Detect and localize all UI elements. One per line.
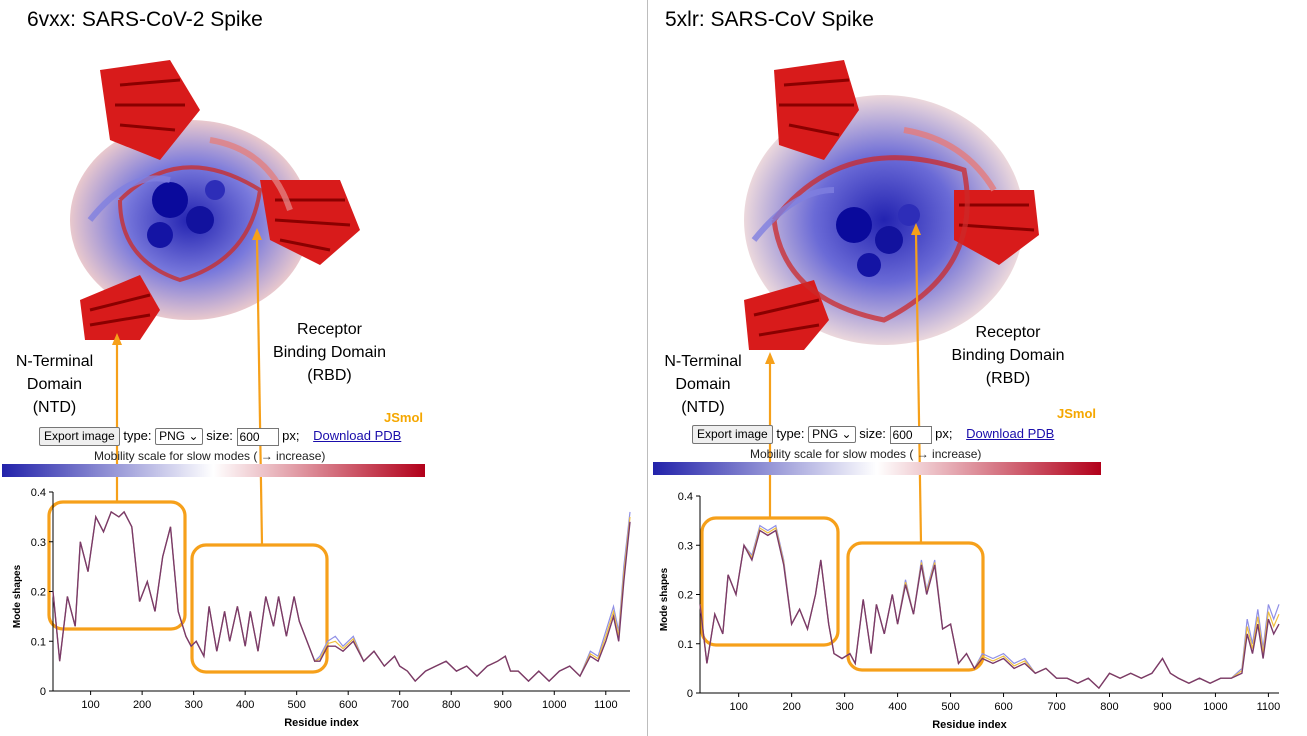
mobility-color-scale: [2, 464, 425, 477]
export-image-button[interactable]: Export image: [39, 427, 120, 447]
y-tick-label: 0.2: [31, 587, 46, 599]
type-label: type:: [123, 428, 152, 443]
mobility-scale-label: Mobility scale for slow modes ( → increa…: [94, 449, 326, 463]
y-tick-label: 0.1: [678, 639, 693, 651]
rbd-label-line: Receptor: [297, 321, 362, 338]
size-label: size:: [859, 426, 886, 441]
x-tick-label: 1000: [1203, 701, 1227, 713]
rbd-arrow: [911, 223, 923, 544]
jsmol-logo[interactable]: JSmol: [384, 410, 424, 425]
export-controls: Export image type: PNG ⌄ size: 600 px; D…: [692, 424, 1055, 445]
ntd-label: N-Terminal Domain (NTD): [649, 350, 757, 419]
y-tick-label: 0.3: [31, 537, 46, 549]
x-axis-label: Residue index: [284, 717, 359, 729]
protein-structure-image[interactable]: [734, 50, 1054, 360]
export-controls: Export image type: PNG ⌄ size: 600 px; D…: [39, 426, 402, 447]
rbd-label-line: Receptor: [975, 324, 1041, 341]
rbd-label-line: (RBD): [985, 370, 1031, 387]
download-pdb-link[interactable]: Download PDB: [966, 426, 1055, 441]
x-tick-label: 1000: [542, 699, 566, 711]
rbd-label-line: Binding Domain: [951, 347, 1065, 364]
ntd-label: N-Terminal Domain (NTD): [2, 350, 107, 419]
image-size-input[interactable]: 600: [236, 427, 279, 446]
annotation-layer: [700, 223, 985, 672]
y-tick-label: 0.4: [678, 491, 693, 503]
type-label: type:: [776, 426, 805, 441]
y-tick-label: 0.4: [31, 487, 46, 499]
rbd-highlight-box: [846, 541, 985, 672]
px-label: px;: [282, 428, 300, 443]
x-tick-label: 200: [133, 699, 151, 711]
x-axis-label: Residue index: [932, 719, 1007, 731]
download-pdb-link[interactable]: Download PDB: [313, 428, 402, 443]
rbd-label: Receptor Binding Domain (RBD): [939, 321, 1077, 390]
y-axis-label: Mode shapes: [12, 564, 23, 628]
x-tick-label: 900: [494, 699, 512, 711]
y-tick-label: 0.2: [678, 590, 693, 602]
panel-5xlr: 5xlr: SARS-CoV Spike: [649, 0, 1307, 736]
x-tick-label: 500: [941, 701, 959, 713]
x-tick-label: 800: [1100, 701, 1118, 713]
panel-title: 6vxx: SARS-CoV-2 Spike: [27, 8, 263, 31]
ntd-label-line: (NTD): [681, 399, 725, 416]
x-tick-label: 500: [287, 699, 305, 711]
image-type-select[interactable]: PNG ⌄: [808, 426, 856, 444]
y-tick-label: 0.3: [678, 540, 693, 552]
x-tick-label: 100: [729, 701, 747, 713]
ntd-label-line: (NTD): [32, 399, 77, 416]
jsmol-logo[interactable]: JSmol: [1057, 406, 1097, 421]
mobility-scale-label: Mobility scale for slow modes ( → increa…: [750, 447, 982, 461]
ntd-label-line: Domain: [26, 376, 83, 393]
y-tick-label: 0: [687, 688, 693, 700]
ntd-label-line: N-Terminal: [15, 353, 94, 370]
chevron-down-icon: ⌄: [188, 429, 199, 444]
size-label: size:: [206, 428, 233, 443]
x-tick-label: 1100: [1257, 701, 1281, 713]
image-type-select[interactable]: PNG ⌄: [155, 428, 203, 446]
image-size-input[interactable]: 600: [889, 425, 932, 444]
protein-structure-image[interactable]: [60, 50, 380, 350]
mode-shapes-chart: 0 0.1 0.2 0.3 0.4 100 200 300 400 500 600 700 800 900…: [12, 487, 631, 729]
series-line-mode-1: [699, 524, 1280, 690]
ntd-highlight-box: [47, 500, 187, 631]
panel-6vxx: 6vxx: SARS-CoV-2 Spike: [0, 0, 648, 736]
x-tick-label: 700: [1047, 701, 1065, 713]
panel-title: 5xlr: SARS-CoV Spike: [665, 8, 874, 31]
mode-shapes-chart: 0 0.1 0.2 0.3 0.4 100 200 300 400 500 600 700 800 900…: [659, 491, 1281, 731]
y-axis-label: Mode shapes: [659, 567, 670, 631]
ntd-label-line: N-Terminal: [664, 353, 742, 370]
rbd-highlight-box: [190, 543, 329, 674]
x-tick-label: 1100: [594, 699, 618, 711]
x-tick-label: 800: [442, 699, 460, 711]
ntd-label-line: Domain: [675, 376, 731, 393]
x-tick-label: 900: [1153, 701, 1171, 713]
x-tick-label: 300: [835, 701, 853, 713]
y-tick-label: 0.1: [31, 636, 46, 648]
x-tick-label: 200: [782, 701, 800, 713]
export-image-button[interactable]: Export image: [692, 425, 773, 445]
rbd-label: Receptor Binding Domain (RBD): [262, 318, 397, 387]
rbd-arrow: [252, 228, 264, 546]
mobility-color-scale: [653, 462, 1101, 475]
series-line-mode-3: [52, 510, 631, 683]
rbd-label-line: (RBD): [307, 367, 352, 384]
x-tick-label: 400: [888, 701, 906, 713]
series-line-mode-2: [699, 527, 1280, 690]
x-tick-label: 400: [236, 699, 254, 711]
x-tick-label: 600: [994, 701, 1012, 713]
px-label: px;: [935, 426, 953, 441]
image-type-value: PNG: [812, 427, 839, 442]
ntd-highlight-box: [700, 516, 840, 647]
x-tick-label: 300: [184, 699, 202, 711]
series-line-mode-3: [699, 529, 1280, 690]
y-tick-label: 0: [40, 686, 46, 698]
chevron-down-icon: ⌄: [841, 427, 852, 442]
x-tick-label: 700: [391, 699, 409, 711]
rbd-label-line: Binding Domain: [273, 344, 386, 361]
x-tick-label: 100: [81, 699, 99, 711]
panel-divider: [647, 0, 648, 736]
x-tick-label: 600: [339, 699, 357, 711]
image-type-value: PNG: [159, 429, 186, 444]
